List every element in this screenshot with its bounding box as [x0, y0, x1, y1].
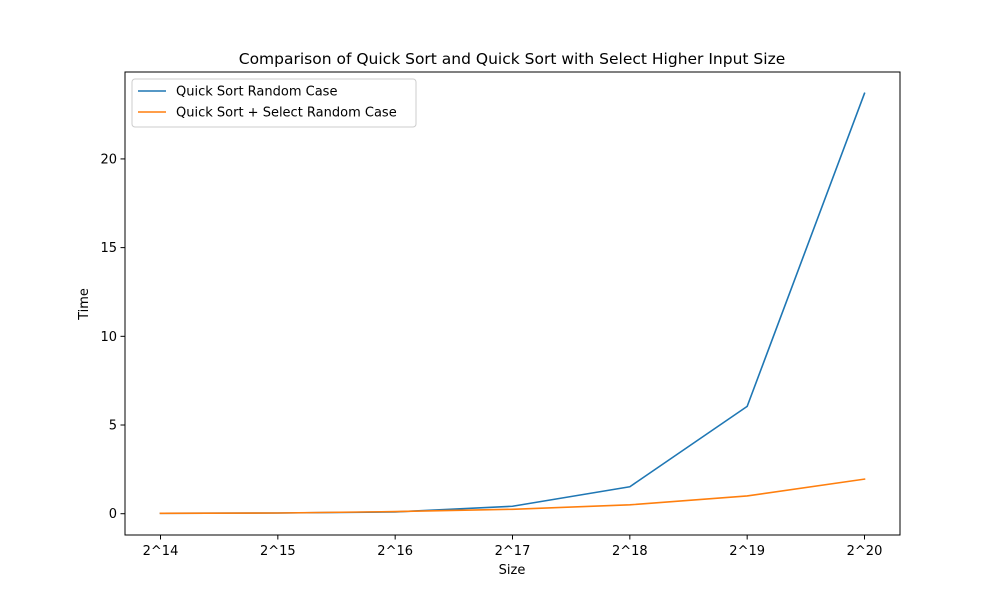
series-line-2: [159, 478, 866, 515]
series-line-1: [159, 92, 866, 515]
y-tick-label: 20: [100, 152, 117, 167]
x-axis-label: Size: [499, 563, 526, 578]
y-axis-label: Time: [77, 288, 92, 321]
x-tick-label: 2^16: [377, 544, 413, 559]
plot-area: 2^14 2^15 2^16 2^17 2^18 2^19 2^20 0 5 10 15 20 Quic…: [100, 71, 901, 559]
y-tick-label: 0: [109, 507, 117, 522]
x-tick-label: 2^15: [260, 544, 296, 559]
legend-box: [131, 78, 417, 128]
x-tick-label: 2^17: [495, 544, 531, 559]
y-tick-label: 15: [100, 241, 117, 256]
chart-title: Comparison of Quick Sort and Quick Sort …: [239, 50, 786, 68]
x-tick-label: 2^19: [729, 544, 765, 559]
y-tick-label: 5: [109, 419, 117, 434]
legend-label-2: Quick Sort + Select Random Case: [176, 106, 397, 121]
x-tick-label: 2^20: [847, 544, 883, 559]
x-tick-label: 2^18: [612, 544, 648, 559]
legend-label-1: Quick Sort Random Case: [176, 85, 337, 100]
x-tick-label: 2^14: [143, 544, 179, 559]
y-tick-label: 10: [100, 330, 117, 345]
plot-frame: [124, 71, 901, 536]
legend: Quick Sort Random Case Quick Sort + Selec…: [131, 78, 417, 128]
